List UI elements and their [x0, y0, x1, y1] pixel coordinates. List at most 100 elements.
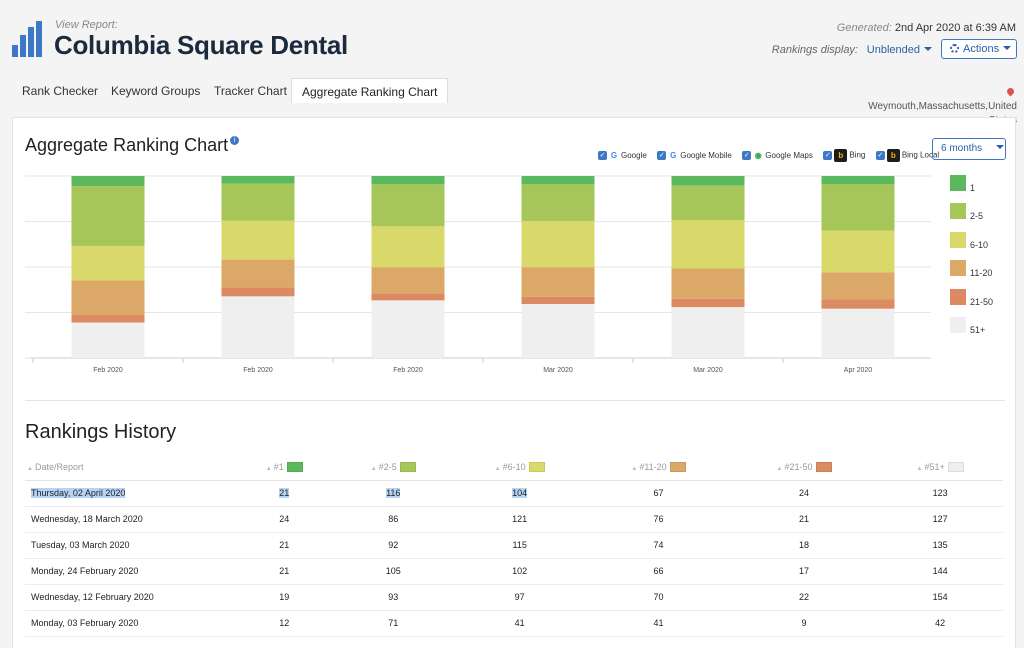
column-header-11-20[interactable]: ▲ #11-20	[586, 455, 731, 481]
rankings-display-dropdown[interactable]: Unblended	[867, 44, 932, 56]
rankings-history-table: ▲ Date/Report ▲ #1 ▲ #2-5 ▲ #6-10 ▲ #11-20 ▲ #…	[25, 455, 1003, 637]
date-cell: Wednesday, 18 March 2020	[25, 506, 235, 533]
bar-segment	[371, 300, 445, 358]
rank-count-cell: 105	[333, 558, 454, 585]
tab-keyword-groups[interactable]: Keyword Groups	[111, 84, 201, 98]
rank-count-cell: 76	[586, 506, 731, 533]
rank-count-cell: 19	[235, 584, 334, 611]
bar-segment	[71, 315, 145, 323]
table-row[interactable]: Wednesday, 12 February 2020 19 93 97 70 …	[25, 584, 1003, 611]
column-header-21-50[interactable]: ▲ #21-50	[730, 455, 878, 481]
checkbox-checked-icon[interactable]: ✓	[657, 151, 667, 161]
rank-count-cell: 74	[586, 532, 731, 559]
rankings-display-value: Unblended	[866, 44, 920, 56]
bar-segment	[521, 267, 595, 297]
checkbox-checked-icon[interactable]: ✓	[823, 151, 833, 161]
date-cell: Thursday, 02 April 2020	[25, 480, 235, 507]
bar-segment	[221, 176, 295, 184]
rank-count-cell: 144	[877, 558, 1003, 585]
filter-google-maps[interactable]: ✓ ◉ Google Maps	[742, 151, 813, 161]
filter-label: Google	[621, 150, 647, 160]
checkbox-checked-icon[interactable]: ✓	[598, 151, 607, 161]
filter-bing-local[interactable]: ✓ b Bing Local	[875, 149, 940, 163]
table-row[interactable]: Thursday, 02 April 2020 21 116 104 67 24…	[25, 480, 1003, 507]
chevron-down-icon	[996, 145, 1005, 149]
color-swatch	[286, 462, 303, 473]
column-header-6-10[interactable]: ▲ #6-10	[453, 455, 587, 481]
column-header-date[interactable]: ▲ Date/Report	[25, 455, 235, 481]
bar-segment	[221, 183, 295, 221]
legend-label: 6-10	[970, 239, 989, 250]
filter-google-mobile[interactable]: ✓ G Google Mobile	[657, 151, 732, 161]
filter-label: Google Mobile	[680, 150, 732, 160]
column-label: #51+	[924, 462, 945, 473]
engine-filters: ✓ G Google ✓ G Google Mobile ✓ ◉ Google Maps ✓…	[598, 147, 945, 163]
column-header-1[interactable]: ▲ #1	[235, 455, 334, 481]
checkbox-checked-icon[interactable]: ✓	[742, 151, 752, 161]
sort-icon: ▲	[265, 466, 272, 473]
legend-swatch	[950, 317, 966, 334]
bar-segment	[671, 176, 745, 186]
legend-item[interactable]: 1	[950, 174, 975, 193]
period-value: 6 months	[941, 143, 983, 154]
legend-item[interactable]: 2-5	[950, 203, 983, 221]
section-divider	[25, 400, 1005, 401]
x-tick-label: Mar 2020	[543, 367, 573, 374]
cell-value: 104	[512, 488, 528, 498]
legend-item[interactable]: 6-10	[950, 231, 989, 250]
chevron-down-icon	[924, 47, 932, 51]
rank-count-cell: 86	[333, 506, 454, 533]
table-row[interactable]: Wednesday, 18 March 2020 24 86 121 76 21…	[25, 506, 1003, 533]
bar-segment	[71, 186, 145, 246]
sort-icon: ▲	[776, 466, 783, 473]
table-row[interactable]: Tuesday, 03 March 2020 21 92 115 74 18 1…	[25, 532, 1003, 559]
rank-count-cell: 104	[453, 480, 587, 507]
actions-label: Actions	[963, 43, 1000, 55]
rank-count-cell: 70	[586, 584, 731, 611]
legend-item[interactable]: 51+	[950, 317, 985, 335]
info-icon[interactable]: i	[230, 136, 240, 145]
generated-value: 2nd Apr 2020 at 6:39 AM	[894, 22, 1016, 34]
sort-icon: ▲	[27, 466, 33, 473]
period-dropdown[interactable]: 6 months	[932, 138, 1006, 160]
rank-count-cell: 24	[730, 480, 878, 507]
bar-segment	[671, 307, 745, 358]
actions-button[interactable]: Actions	[941, 39, 1017, 59]
tab-aggregate-ranking-chart[interactable]: Aggregate Ranking Chart	[291, 78, 449, 103]
tab-tracker-chart[interactable]: Tracker Chart	[214, 84, 287, 98]
legend-label: 11-20	[970, 268, 993, 279]
date-cell: Monday, 03 February 2020	[25, 610, 235, 637]
tab-rank-checker[interactable]: Rank Checker	[22, 84, 99, 98]
filter-bing[interactable]: ✓ b Bing	[823, 149, 865, 163]
column-label: #2-5	[378, 462, 397, 473]
checkbox-checked-icon[interactable]: ✓	[875, 151, 885, 161]
cell-value: 21	[279, 488, 290, 498]
rank-count-cell: 154	[877, 584, 1003, 611]
filter-label: Bing Local	[901, 150, 940, 160]
legend-swatch	[950, 288, 966, 305]
column-header-2-5[interactable]: ▲ #2-5	[333, 455, 454, 481]
rank-count-cell: 21	[235, 480, 334, 507]
bar-segment	[821, 176, 895, 185]
legend-label: 2-5	[970, 211, 984, 222]
rank-count-cell: 97	[453, 584, 587, 611]
bar-segment	[221, 296, 295, 358]
sort-icon: ▲	[916, 466, 923, 473]
legend-item[interactable]: 21-50	[950, 288, 993, 307]
legend-item[interactable]: 11-20	[950, 260, 992, 278]
bing-icon: b	[886, 149, 900, 163]
legend-swatch	[950, 231, 966, 248]
bar-segment	[521, 176, 595, 185]
bar-segment	[521, 304, 595, 358]
x-tick-label: Feb 2020	[93, 367, 123, 374]
filter-google[interactable]: ✓ G Google	[598, 151, 647, 161]
table-row[interactable]: Monday, 03 February 2020 12 71 41 41 9 4…	[25, 610, 1003, 637]
color-swatch	[528, 462, 545, 473]
legend-swatch	[950, 174, 966, 191]
column-label: #1	[273, 462, 284, 473]
table-row[interactable]: Monday, 24 February 2020 21 105 102 66 1…	[25, 558, 1003, 585]
bar-segment	[821, 184, 895, 231]
column-header-51-plus[interactable]: ▲ #51+	[877, 455, 1003, 481]
bar-segment	[521, 296, 595, 304]
column-label: Date/Report	[34, 462, 84, 473]
